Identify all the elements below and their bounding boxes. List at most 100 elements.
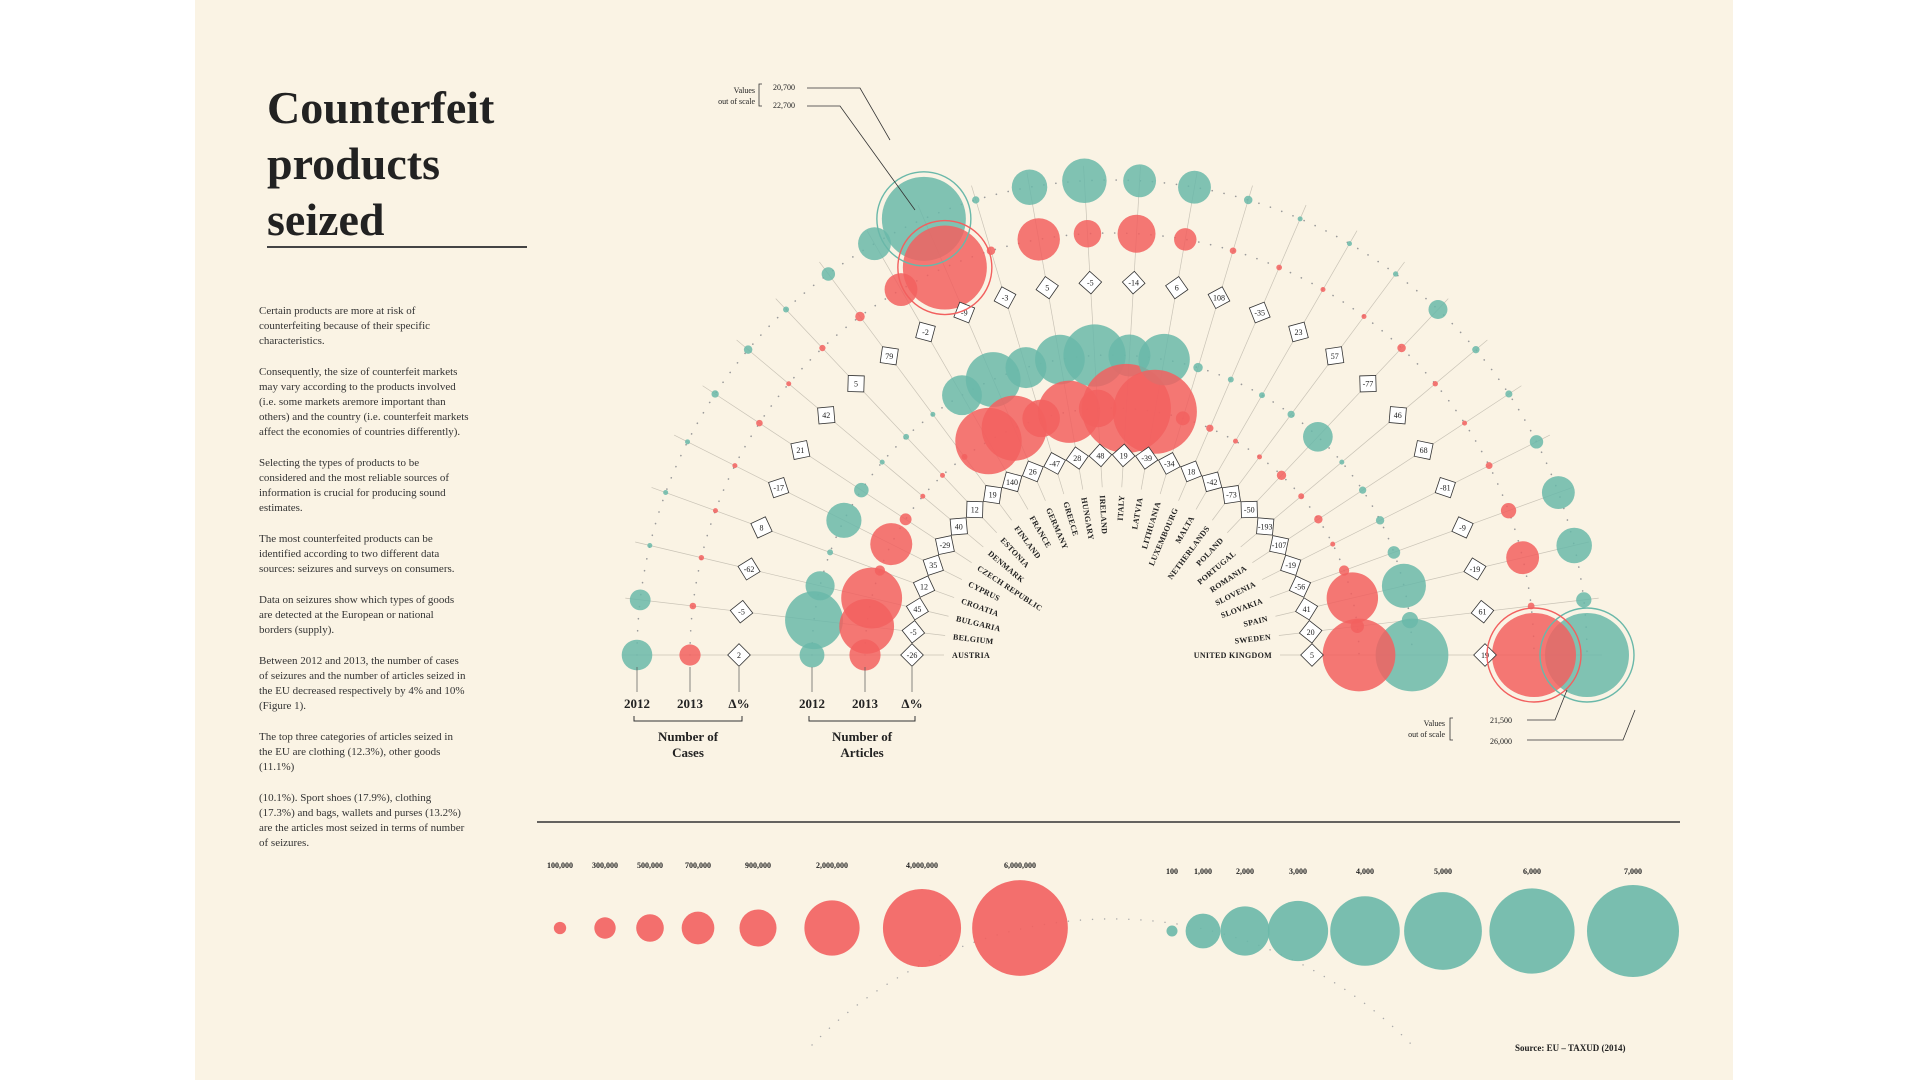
delta-diamond (1078, 270, 1103, 295)
group-label: Articles (840, 745, 883, 760)
delta-diamond (1035, 275, 1059, 300)
legend-bubble-cases (1267, 900, 1329, 962)
group-label: Number of (658, 729, 719, 744)
legend-bubble-articles (594, 917, 616, 939)
bubble-articles-2013 (1276, 470, 1287, 481)
delta-label-cases: 19 (1481, 651, 1489, 660)
bubble-articles-2013 (870, 523, 913, 566)
delta-label-articles: 35 (929, 561, 937, 570)
bubble-articles-2012 (785, 591, 843, 650)
delta-diamond (901, 619, 926, 644)
bubble-cases-2013 (732, 463, 738, 469)
delta-diamond (1135, 446, 1159, 470)
legend-bubble-articles (882, 888, 962, 968)
bubble-cases-2012 (1428, 300, 1448, 319)
spoke-line (1269, 487, 1573, 598)
bubble-cases-2012 (858, 227, 891, 261)
legend-bubble-articles (972, 880, 1068, 976)
delta-label-articles: 26 (1029, 467, 1037, 476)
delta-label-cases: -9 (1459, 523, 1466, 532)
delta-diamond (915, 321, 936, 343)
bubble-cases-2013 (902, 225, 987, 310)
country-label: ITALY (1116, 495, 1126, 521)
delta-label-cases: 5 (1045, 284, 1049, 293)
delta-diamond (1043, 452, 1067, 475)
delta-diamond (1207, 286, 1231, 310)
bubble-cases-2012 (621, 639, 653, 671)
delta-label-cases: 57 (1331, 352, 1339, 361)
bubble-articles-2012 (1375, 618, 1449, 692)
legend-label: 5,000 (1434, 867, 1452, 876)
bubble-cases-2012 (1576, 592, 1592, 608)
delta-label-cases: -62 (744, 565, 755, 574)
legend-label: 2,000,000 (816, 861, 848, 870)
delta-diamond (1434, 476, 1456, 499)
spoke-line (1240, 339, 1488, 548)
delta-label-cases: -5 (1087, 279, 1094, 288)
delta-label-cases: 61 (1478, 608, 1486, 617)
delta-label-cases: -35 (1254, 309, 1265, 318)
delta-label-articles: 48 (1096, 451, 1104, 460)
delta-label-cases: -5 (738, 608, 745, 617)
delta-diamond (1121, 270, 1146, 295)
delta-label-articles: 19 (1120, 451, 1128, 460)
title-divider (267, 246, 527, 248)
intro-paragraph: The top three categories of articles sei… (259, 731, 453, 773)
bubble-articles-2012 (854, 482, 869, 498)
column-label: Δ% (728, 696, 749, 711)
delta-label-articles: -107 (1272, 541, 1287, 550)
legend-label: 4,000,000 (906, 861, 938, 870)
delta-diamond (750, 516, 773, 539)
delta-diamond (966, 500, 984, 519)
out-of-scale-value: 20,700 (773, 83, 795, 92)
delta-diamond (1280, 554, 1302, 576)
delta-diamond (949, 517, 968, 536)
delta-label-cases: -3 (1002, 294, 1009, 303)
bubble-cases-2012 (1178, 170, 1211, 204)
legend-bubble-cases (1404, 892, 1482, 970)
delta-label-cases: 2 (737, 651, 741, 660)
country-label: UNITED KINGDOM (1194, 651, 1272, 660)
bubble-cases-2013 (756, 419, 763, 427)
legend-bubble-articles (553, 921, 567, 935)
legend-label: 900,000 (745, 861, 771, 870)
delta-diamond (768, 476, 790, 499)
delta-diamond (934, 535, 955, 556)
intro-paragraph: Consequently, the size of counterfeit ma… (259, 366, 469, 438)
group-label: Number of (832, 729, 893, 744)
column-label: 2013 (677, 696, 704, 711)
bubble-cases-2013 (1361, 313, 1367, 320)
bubble-cases-2013 (1397, 343, 1406, 353)
bubble-cases-2013 (1174, 228, 1197, 251)
delta-diamond (1221, 485, 1241, 505)
legend-label: 4,000 (1356, 867, 1374, 876)
legend-label: 700,000 (685, 861, 711, 870)
delta-diamond (1256, 517, 1275, 536)
delta-label-cases: 21 (796, 446, 804, 455)
bubble-cases-2012 (1556, 527, 1592, 564)
bubble-cases-2012 (1243, 195, 1253, 205)
bubble-articles-2013 (874, 565, 886, 576)
delta-label-articles: -42 (1207, 478, 1218, 487)
bubble-cases-2013 (689, 602, 697, 610)
country-label: LATVIA (1130, 497, 1144, 530)
legend-label: 1,000 (1194, 867, 1212, 876)
spoke-line (775, 298, 997, 534)
out-of-scale-label: out of scale (1408, 730, 1445, 739)
delta-label-articles: 12 (971, 506, 979, 515)
legend-bubble-articles (804, 900, 860, 956)
out-of-scale-markers (876, 171, 1635, 703)
radial-bubble-chart: 2 -26 AUSTRIA-5-5BELGIUM-6245BULGARIA812CR… (537, 83, 1680, 1046)
bubble-articles-2013 (920, 493, 926, 499)
spoke-line (1275, 541, 1589, 617)
delta-diamond (1088, 443, 1113, 468)
delta-diamond (1300, 643, 1324, 667)
spoke-line (1278, 597, 1599, 636)
delta-diamond (1295, 597, 1319, 621)
bubble-articles-2012 (1259, 392, 1265, 399)
bubble-cases-2012 (1392, 271, 1399, 277)
delta-label-articles: -50 (1244, 506, 1255, 515)
country-label: SPAIN (1243, 614, 1269, 629)
bubble-layer (621, 158, 1629, 697)
leader-line (1527, 709, 1636, 741)
